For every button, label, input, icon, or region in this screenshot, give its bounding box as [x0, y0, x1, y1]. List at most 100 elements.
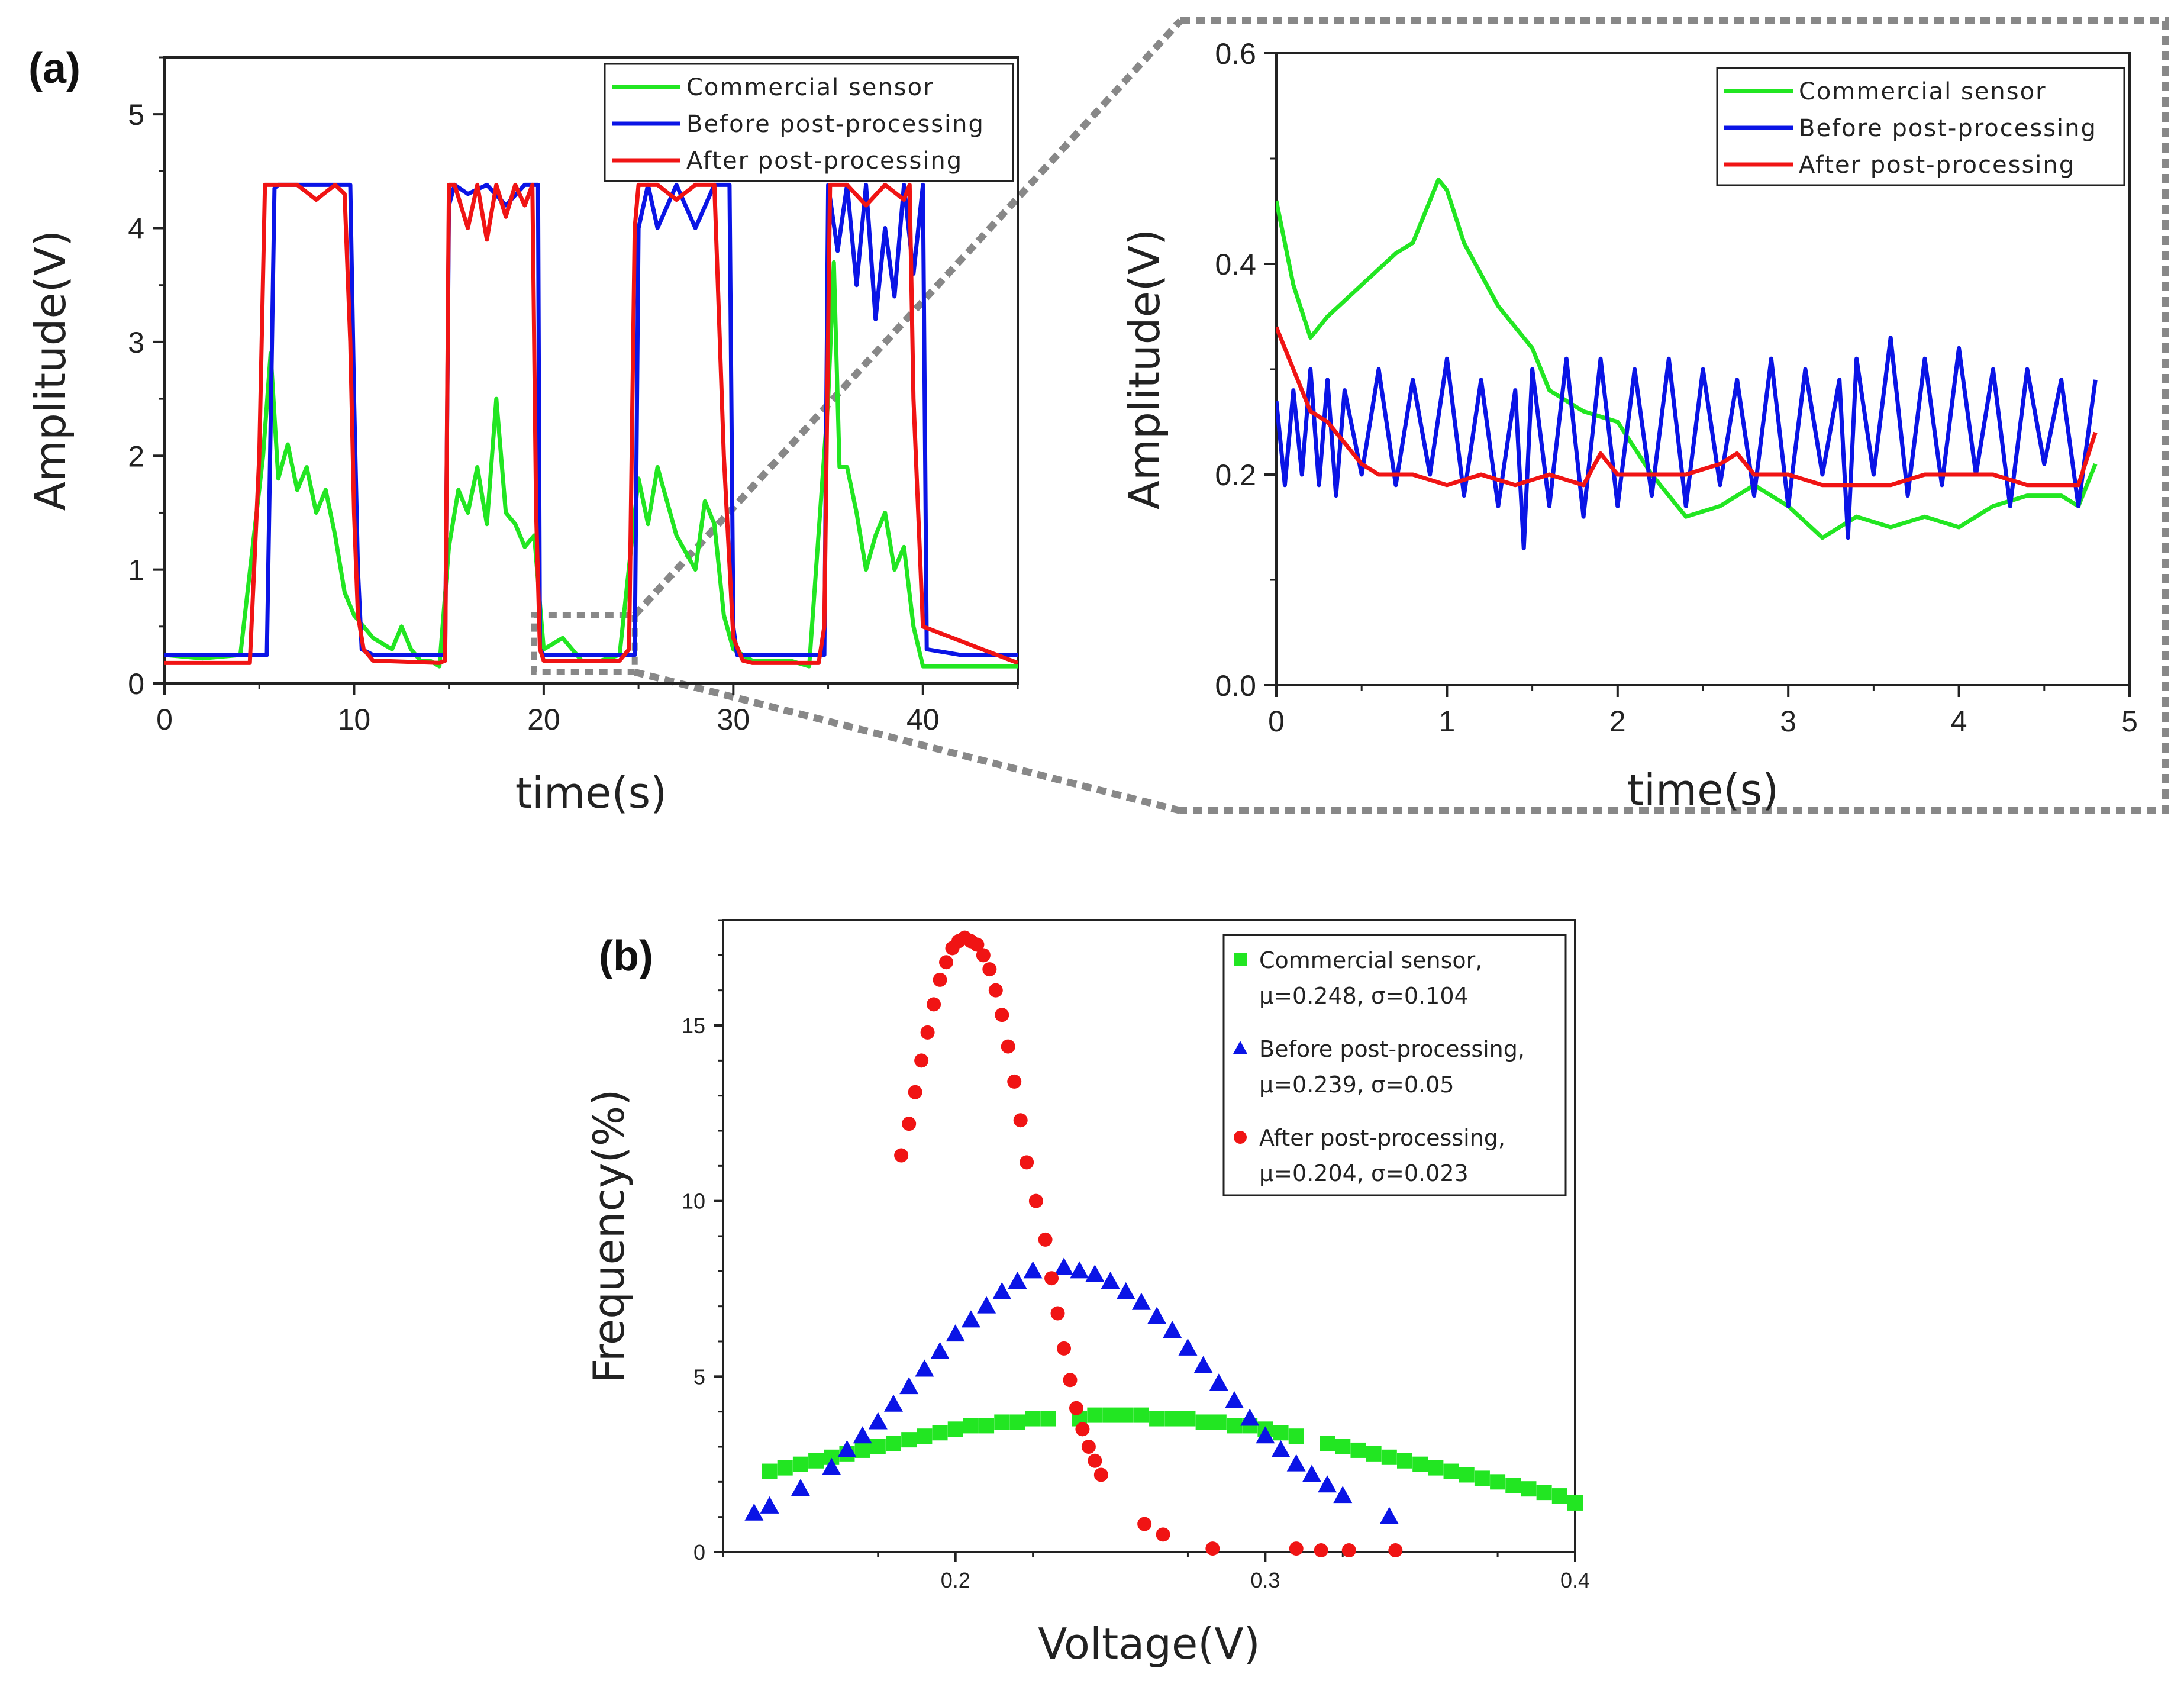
marker-commercial-sensor [1397, 1453, 1412, 1469]
marker-commercial-sensor [1521, 1481, 1537, 1497]
marker-commercial-sensor [792, 1456, 808, 1472]
marker-commercial-sensor [1118, 1407, 1134, 1423]
legend-stats: μ=0.248, σ=0.104 [1259, 983, 1469, 1009]
marker-after-post-processing [1289, 1541, 1304, 1556]
x-tick-label: 40 [906, 703, 940, 736]
marker-after-post-processing [920, 1025, 935, 1040]
marker-after-post-processing [1001, 1039, 1015, 1054]
marker-commercial-sensor [1350, 1442, 1366, 1458]
marker-before-post-processing [1256, 1426, 1275, 1444]
marker-after-post-processing [933, 972, 947, 987]
marker-commercial-sensor [1102, 1407, 1118, 1423]
marker-after-post-processing [1057, 1341, 1071, 1356]
x-axis-label: Voltage(V) [1038, 1619, 1260, 1669]
series-line-before-post-processing [164, 182, 1018, 657]
marker-before-post-processing [853, 1426, 872, 1444]
marker-commercial-sensor [1490, 1474, 1506, 1490]
marker-commercial-sensor [979, 1418, 995, 1434]
y-tick-label: 2 [128, 440, 144, 473]
y-axis-label: Amplitude(V) [1120, 229, 1169, 509]
marker-commercial-sensor [777, 1460, 793, 1476]
marker-after-post-processing [1007, 1074, 1022, 1089]
marker-after-post-processing [1063, 1373, 1078, 1388]
x-tick-label: 5 [2121, 705, 2138, 738]
x-tick-label: 30 [717, 703, 750, 736]
marker-commercial-sensor [1381, 1449, 1397, 1465]
legend-marker-triangle [1233, 1041, 1247, 1054]
marker-before-post-processing [1116, 1282, 1135, 1299]
zoom-outline-frame [1180, 17, 2169, 814]
marker-before-post-processing [1225, 1391, 1244, 1408]
marker-commercial-sensor [1474, 1470, 1490, 1486]
legend-label: After post-processing [686, 147, 963, 175]
marker-before-post-processing [884, 1394, 903, 1412]
marker-commercial-sensor [1428, 1460, 1444, 1476]
marker-commercial-sensor [932, 1425, 948, 1441]
marker-after-post-processing [894, 1148, 909, 1163]
marker-after-post-processing [982, 962, 997, 977]
marker-before-post-processing [1163, 1321, 1182, 1338]
y-axis-label: Frequency(%) [584, 1089, 634, 1383]
marker-commercial-sensor [963, 1418, 979, 1434]
x-tick-label: 0.3 [1250, 1568, 1280, 1592]
marker-before-post-processing [1333, 1486, 1353, 1504]
x-tick-label: 4 [1951, 705, 1967, 738]
marker-commercial-sensor [1443, 1463, 1459, 1479]
marker-commercial-sensor [994, 1414, 1010, 1430]
marker-after-post-processing [1069, 1401, 1083, 1415]
x-tick-label: 0 [1268, 705, 1285, 738]
marker-after-post-processing [988, 983, 1003, 998]
legend-label: Before post-processing [686, 111, 985, 138]
marker-before-post-processing [760, 1496, 779, 1514]
marker-after-post-processing [1137, 1517, 1152, 1531]
marker-commercial-sensor [854, 1442, 870, 1458]
marker-before-post-processing [961, 1310, 980, 1328]
marker-before-post-processing [1271, 1440, 1291, 1457]
marker-before-post-processing [1023, 1261, 1043, 1279]
marker-commercial-sensor [917, 1428, 933, 1444]
marker-after-post-processing [1075, 1422, 1090, 1437]
legend-marker-circle [1234, 1131, 1247, 1144]
legend-label: After post-processing, [1259, 1125, 1505, 1151]
marker-before-post-processing [1101, 1272, 1120, 1289]
marker-commercial-sensor [1227, 1418, 1242, 1434]
marker-before-post-processing [1147, 1307, 1167, 1324]
marker-before-post-processing [915, 1359, 934, 1377]
marker-after-post-processing [939, 955, 954, 970]
marker-commercial-sensor [1567, 1495, 1583, 1511]
legend-label: Before post-processing [1799, 115, 2097, 142]
marker-after-post-processing [1020, 1155, 1034, 1170]
y-tick-label: 5 [693, 1364, 705, 1389]
y-tick-label: 5 [128, 98, 144, 131]
marker-after-post-processing [1028, 1193, 1043, 1208]
marker-commercial-sensor [1505, 1478, 1521, 1493]
y-tick-label: 0.6 [1215, 37, 1256, 70]
zoom-connector-line-bottom [634, 668, 1182, 814]
marker-commercial-sensor [1273, 1425, 1289, 1441]
marker-after-post-processing [1156, 1527, 1170, 1542]
marker-before-post-processing [1379, 1507, 1399, 1524]
panel-a-main-chart: 0 10 20 30 40 0 1 2 3 4 5 time(s) Amplitude(V) Commer… [25, 56, 1019, 818]
marker-after-post-processing [1081, 1440, 1096, 1454]
marker-before-post-processing [744, 1503, 764, 1521]
marker-commercial-sensor [1459, 1467, 1475, 1483]
marker-before-post-processing [1302, 1464, 1321, 1482]
y-tick-label: 0.2 [1215, 459, 1256, 492]
marker-commercial-sensor [1366, 1446, 1382, 1462]
y-tick-label: 3 [128, 326, 144, 359]
marker-after-post-processing [1013, 1113, 1028, 1128]
marker-before-post-processing [1008, 1272, 1027, 1289]
y-axis-label: Amplitude(V) [25, 230, 75, 511]
legend-label: Commercial sensor, [1259, 947, 1482, 973]
marker-commercial-sensor [808, 1453, 824, 1469]
marker-commercial-sensor [1536, 1485, 1552, 1501]
marker-before-post-processing [837, 1440, 857, 1457]
x-axis-label: time(s) [1627, 765, 1779, 815]
marker-before-post-processing [1131, 1292, 1151, 1310]
x-tick-label: 10 [338, 703, 371, 736]
marker-commercial-sensor [1149, 1411, 1165, 1427]
y-tick-label: 15 [682, 1014, 705, 1038]
legend-stats: μ=0.204, σ=0.023 [1259, 1160, 1469, 1186]
x-tick-label: 0 [156, 703, 173, 736]
marker-before-post-processing [1318, 1475, 1337, 1493]
